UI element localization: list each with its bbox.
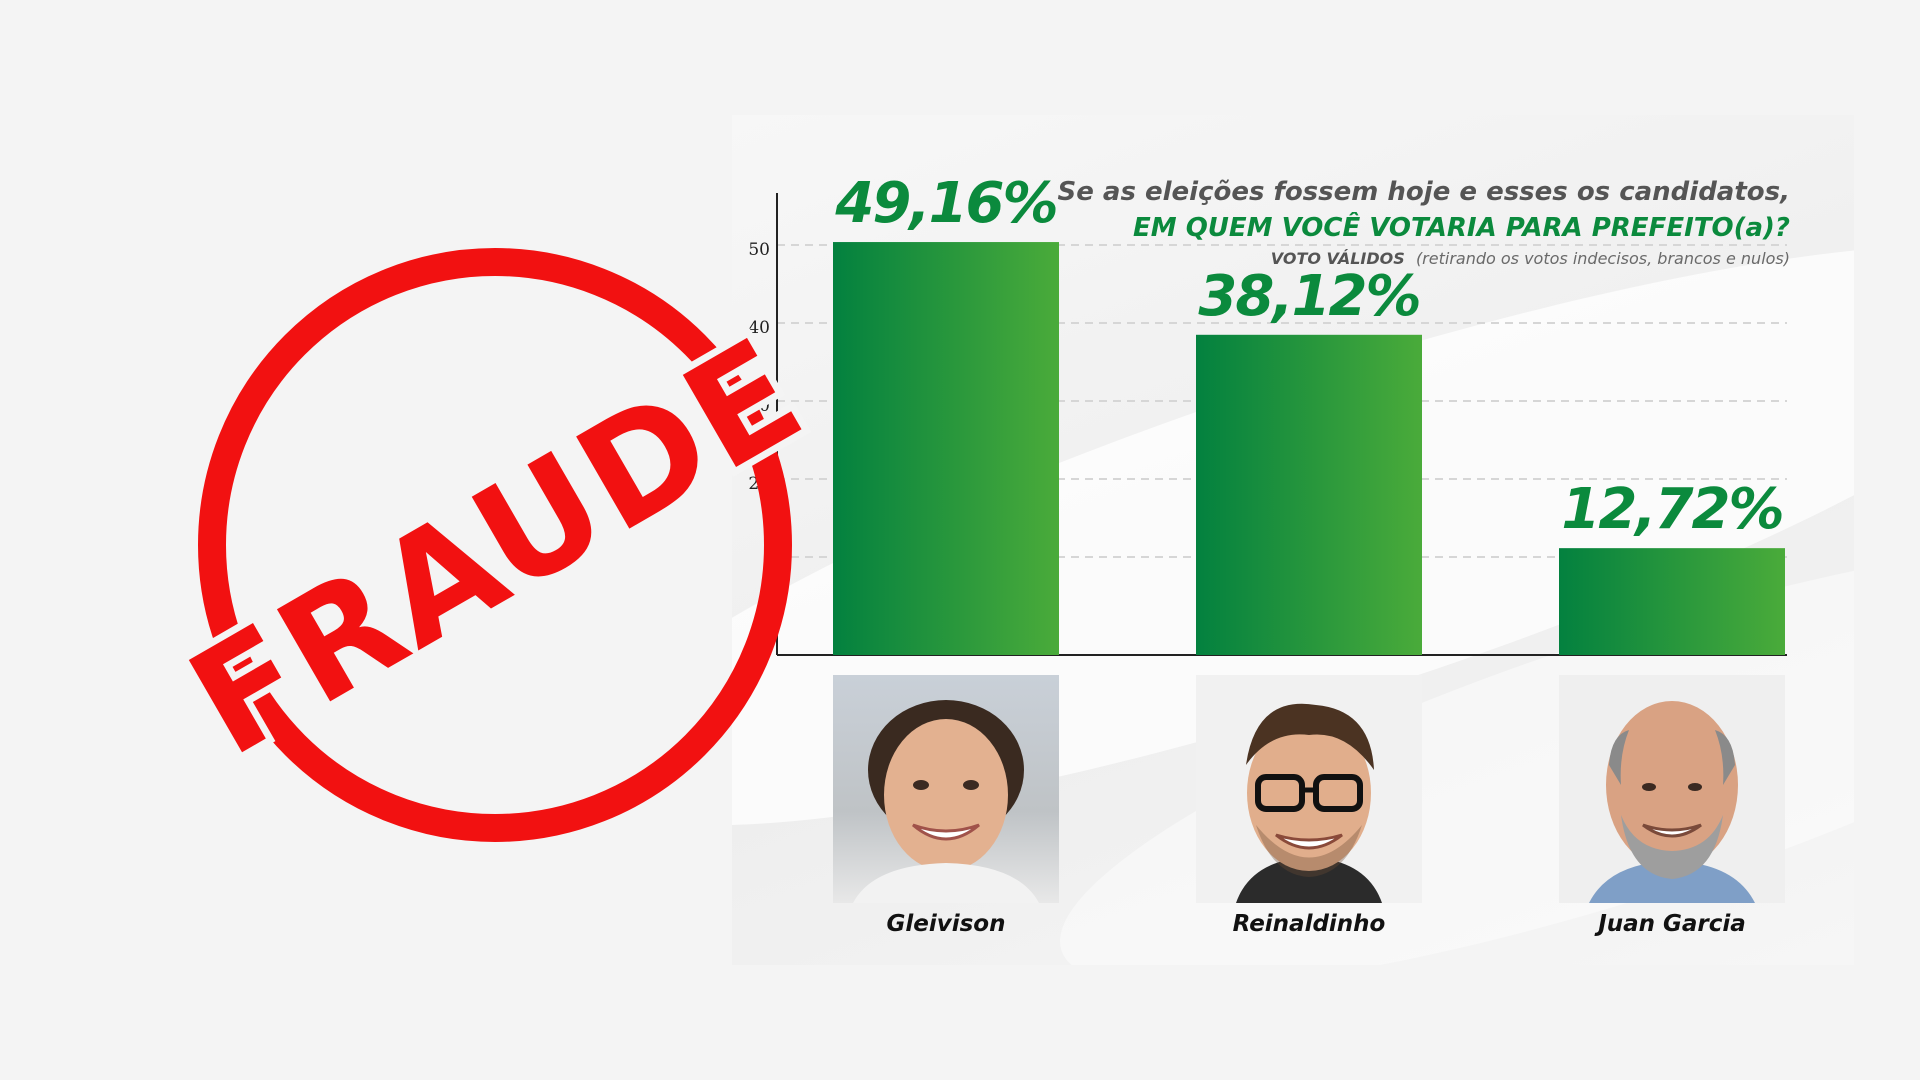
portrait-icon [853,700,1039,903]
bar-value-label: 49,16% [834,171,1056,236]
bar-value-label: 38,12% [1198,264,1419,329]
chart-subtitle: EM QUEM VOCÊ VOTARIA PARA PREFEITO(a)? [1133,213,1790,243]
bar-value-label: 12,72% [1561,477,1782,542]
y-tick-label: 40 [748,318,770,338]
y-tick-label: 50 [748,240,770,260]
candidate-name: Juan Garcia [1594,911,1746,937]
fraude-stamp: FRAUDE [156,248,837,842]
candidate-name: Gleivison [887,911,1006,937]
bar-reinaldinho [1196,334,1422,655]
candidate-photo-gleivison [833,675,1059,903]
candidate-photo-reinaldinho [1196,675,1422,903]
bar-juan-garcia [1559,548,1785,655]
chart-note-lead: VOTO VÁLIDOS [1270,249,1405,268]
candidate-name: Reinaldinho [1233,911,1386,937]
stamp-ring [198,248,792,842]
chart-note-rest: (retirando os votos indecisos, brancos e… [1415,249,1790,268]
portrait-icon [1236,703,1382,903]
chart-title: Se as eleições fossem hoje e esses os ca… [1057,177,1791,207]
portrait-icon [1589,701,1755,903]
chart-note: VOTO VÁLIDOS (retirando os votos indecis… [1271,249,1790,268]
candidate-photo-juan-garcia [1559,675,1785,903]
bar-gleivison [833,242,1059,655]
